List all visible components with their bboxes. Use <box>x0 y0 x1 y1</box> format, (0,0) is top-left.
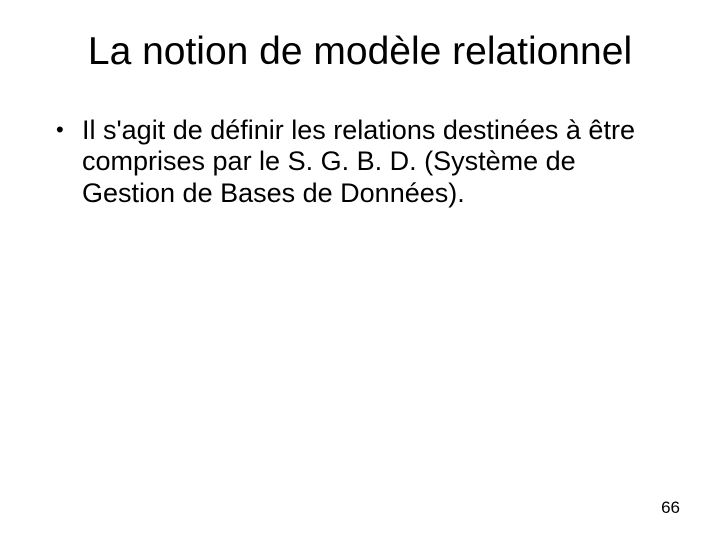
bullet-list: Il s'agit de définir les relations desti… <box>48 115 670 210</box>
slide-title: La notion de modèle relationnel <box>44 30 676 75</box>
slide-body: Il s'agit de définir les relations desti… <box>44 115 676 210</box>
bullet-text: Il s'agit de définir les relations desti… <box>82 115 635 208</box>
page-number: 66 <box>661 498 680 518</box>
list-item: Il s'agit de définir les relations desti… <box>48 115 670 210</box>
slide: La notion de modèle relationnel Il s'agi… <box>0 0 720 540</box>
